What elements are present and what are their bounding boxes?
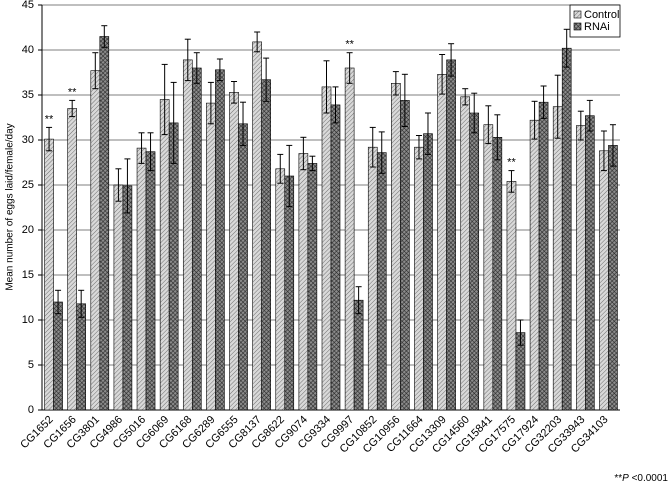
y-tick-label: 10 [22,314,34,326]
bar [238,123,248,411]
legend-swatch [573,10,582,19]
bar [298,153,309,411]
bar [229,92,239,411]
y-tick-label: 5 [28,359,34,371]
legend-swatch [573,22,582,31]
footnote: **P <0.0001 [614,473,668,484]
bar [252,41,262,411]
bar [191,67,202,411]
y-tick-label: 0 [28,404,34,416]
bar [529,119,540,411]
y-tick-label: 40 [22,44,34,56]
bar [99,36,110,411]
bar [261,79,271,411]
bar [400,100,410,411]
bar [136,147,147,411]
legend-label: RNAi [584,21,610,33]
bar [423,133,433,411]
y-tick-label: 20 [22,224,34,236]
bar [284,175,295,411]
bar [353,299,364,411]
bar [206,102,216,411]
bar [53,301,63,411]
y-tick-label: 35 [22,89,34,101]
bar [552,106,563,411]
bar [113,184,124,411]
bar [182,59,193,411]
bar [576,125,586,411]
bar [437,74,447,411]
bar [344,67,355,411]
bar [608,145,618,411]
bar [561,47,572,411]
bar [145,151,156,411]
bar [483,124,494,411]
significance-label: ** [45,113,54,125]
bar [446,59,456,411]
bar [460,96,471,411]
bar [76,303,86,411]
bar [307,163,318,411]
bar [367,146,378,411]
significance-label: ** [345,39,354,51]
bar [391,83,401,411]
bar [330,104,341,411]
y-tick-label: 15 [22,269,34,281]
legend-box [569,4,621,38]
bar [168,122,179,411]
bar [585,115,595,411]
y-tick-label: 30 [22,134,34,146]
bar [376,152,387,411]
y-axis-title: Mean number of eggs laid/female/day [5,123,16,290]
bar [122,185,133,411]
bar [159,99,170,411]
bar [414,146,424,411]
bar [275,168,286,411]
bar [44,138,54,411]
significance-label: ** [507,157,516,169]
bar [67,108,77,411]
bar [469,112,480,411]
bar [492,137,503,411]
bar [321,86,332,411]
significance-label: ** [68,86,77,98]
bar [506,181,517,411]
y-tick-label: 25 [22,179,34,191]
legend-label: Control [584,9,619,21]
y-tick-label: 45 [22,0,34,11]
bar [90,70,101,411]
bar [215,69,225,411]
bar [538,101,549,411]
bar [599,150,609,411]
